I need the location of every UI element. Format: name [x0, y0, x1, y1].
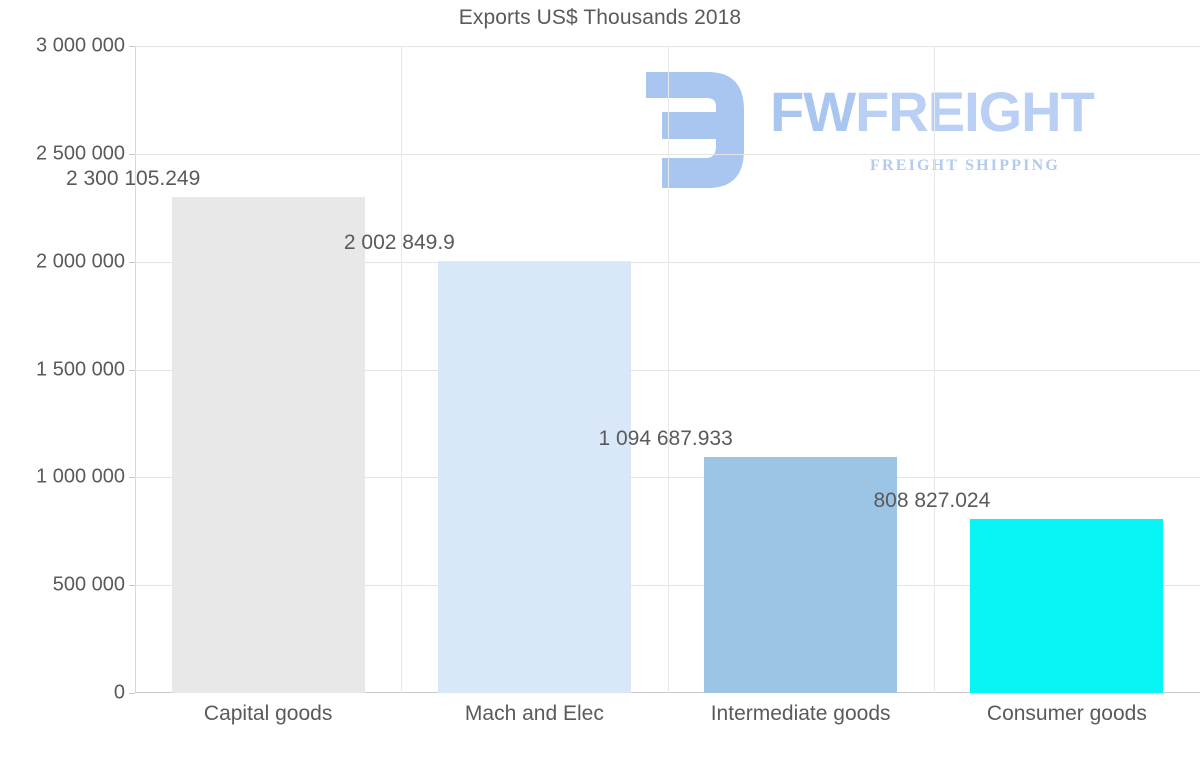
y-axis-tick-mark: [129, 693, 135, 694]
y-axis-tick-mark: [129, 369, 135, 371]
y-axis-tick-mark: [129, 46, 135, 47]
bar[interactable]: [171, 196, 365, 693]
bar-value-label: 2 300 105.249: [65, 166, 201, 190]
y-axis-tick-label: 1 500 000: [36, 358, 125, 380]
x-axis-category-label: Consumer goods: [986, 702, 1147, 725]
bar[interactable]: [437, 261, 631, 693]
bar[interactable]: [704, 456, 898, 693]
y-axis-tick-mark: [129, 477, 135, 479]
y-axis-tick-mark: [129, 153, 135, 155]
y-axis-tick-label: 500 000: [52, 573, 125, 596]
gridline-vertical: [933, 46, 935, 693]
y-axis-tick-label: 2 500 000: [36, 142, 125, 165]
y-axis-tick-mark: [129, 585, 135, 587]
y-axis-tick-label: 1 000 000: [36, 465, 125, 488]
bar[interactable]: [970, 518, 1164, 693]
gridline-vertical: [401, 46, 403, 693]
x-axis-category-label: Capital goods: [203, 702, 333, 725]
plot-area: [129, 46, 1200, 694]
x-axis-category-label: Intermediate goods: [710, 702, 891, 725]
y-axis-tick-label: 0: [113, 681, 125, 704]
bar-value-label: 808 827.024: [873, 488, 991, 512]
x-axis-category-label: Mach and Elec: [464, 702, 604, 725]
y-axis-tick-mark: [129, 261, 135, 263]
bar-value-label: 2 002 849.9: [343, 231, 455, 255]
chart-title: Exports US$ Thousands 2018: [458, 6, 742, 29]
y-axis-tick-label: 3 000 000: [36, 34, 125, 57]
y-axis-tick-label: 2 000 000: [36, 250, 125, 273]
gridline-vertical: [667, 46, 669, 693]
bar-value-label: 1 094 687.933: [598, 426, 733, 450]
